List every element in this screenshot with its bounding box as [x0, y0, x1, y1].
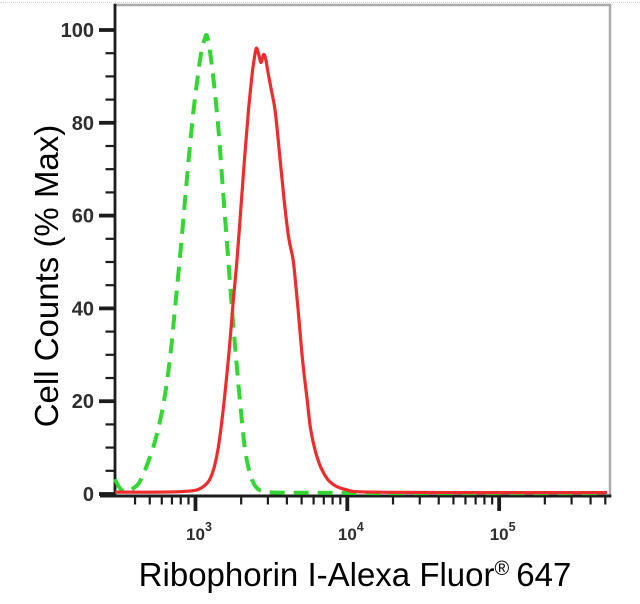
y-axis-title: Cell Counts (% Max)	[28, 76, 66, 476]
x-tick-label: 103	[186, 520, 212, 544]
x-tick-label: 105	[490, 520, 516, 544]
registered-trademark-symbol: ®	[494, 558, 510, 580]
series-curve-negative-control	[113, 32, 607, 496]
x-axis-title: Ribophorin I-Alexa Fluor® 647	[105, 554, 605, 596]
y-tick-label: 40	[72, 298, 94, 320]
y-tick-label: 0	[83, 484, 94, 506]
y-tick-label: 100	[61, 20, 94, 42]
figure-top-edge	[0, 2, 640, 3]
x-tick-label: 104	[338, 520, 364, 544]
series-curve-ribophorin-I-alexa-fluor-647	[114, 46, 607, 495]
y-tick-label: 80	[72, 113, 94, 135]
y-tick-label: 20	[72, 391, 94, 413]
x-axis-title-text: Ribophorin I-Alexa Fluor	[138, 556, 495, 593]
y-tick-label: 60	[72, 206, 94, 228]
y-axis-title-text: Cell Counts (% Max)	[28, 124, 65, 428]
x-axis-title-suffix: 647	[516, 556, 572, 593]
